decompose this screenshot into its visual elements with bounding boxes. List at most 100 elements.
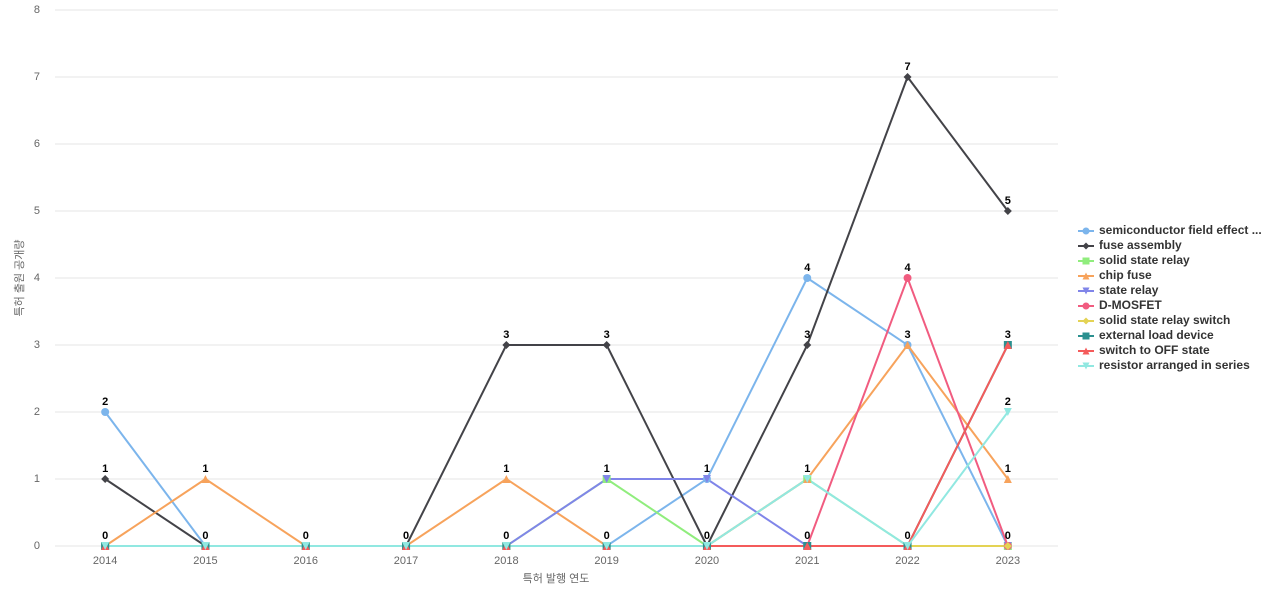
data-label: 1 bbox=[804, 463, 810, 475]
data-point bbox=[803, 341, 812, 349]
data-point bbox=[903, 341, 912, 349]
series-line bbox=[105, 478, 1008, 547]
x-tick-label: 2017 bbox=[394, 555, 418, 567]
data-label: 0 bbox=[904, 530, 910, 542]
legend-label: state relay bbox=[1099, 283, 1159, 297]
legend-label: chip fuse bbox=[1099, 268, 1152, 282]
data-label: 0 bbox=[1005, 530, 1011, 542]
y-tick-label: 6 bbox=[34, 138, 40, 150]
legend-marker bbox=[1082, 242, 1090, 250]
data-point bbox=[502, 542, 511, 550]
data-label: 3 bbox=[503, 329, 509, 341]
series-line bbox=[105, 344, 1009, 547]
legend-marker bbox=[1082, 347, 1090, 355]
data-label: 4 bbox=[804, 262, 811, 274]
data-point bbox=[502, 475, 511, 483]
y-axis-title: 특허 출원 공개량 bbox=[13, 240, 26, 317]
data-label: 1 bbox=[604, 463, 610, 475]
legend-label: resistor arranged in series bbox=[1099, 358, 1250, 372]
data-label: 2 bbox=[102, 396, 108, 408]
x-tick-label: 2014 bbox=[93, 555, 117, 567]
data-point bbox=[803, 274, 812, 282]
series-line bbox=[105, 344, 1009, 547]
data-point bbox=[803, 475, 812, 483]
data-point bbox=[301, 542, 310, 550]
data-point bbox=[803, 542, 812, 550]
data-point bbox=[1003, 542, 1012, 550]
data-point bbox=[903, 73, 912, 81]
legend-label: switch to OFF state bbox=[1099, 343, 1210, 357]
legend-marker bbox=[1082, 302, 1090, 310]
y-tick-label: 2 bbox=[34, 406, 40, 418]
data-point bbox=[502, 341, 511, 349]
series-line bbox=[105, 411, 1009, 548]
legend-label: solid state relay bbox=[1099, 253, 1190, 267]
data-point bbox=[602, 542, 611, 550]
data-label: 2 bbox=[1005, 396, 1011, 408]
x-tick-label: 2016 bbox=[294, 555, 318, 567]
legend-marker bbox=[1082, 257, 1090, 265]
y-tick-label: 5 bbox=[34, 205, 40, 217]
x-tick-label: 2020 bbox=[695, 555, 719, 567]
x-tick-label: 2022 bbox=[895, 555, 919, 567]
data-label: 0 bbox=[704, 530, 710, 542]
data-label: 5 bbox=[1005, 195, 1011, 207]
data-label: 1 bbox=[704, 463, 710, 475]
legend-marker bbox=[1082, 317, 1090, 325]
data-label: 1 bbox=[202, 463, 208, 475]
data-label: 7 bbox=[904, 61, 910, 73]
data-label: 0 bbox=[804, 530, 810, 542]
y-tick-label: 1 bbox=[34, 473, 40, 485]
data-label: 0 bbox=[303, 530, 309, 542]
data-label: 1 bbox=[1005, 463, 1011, 475]
data-label: 0 bbox=[202, 530, 208, 542]
data-point bbox=[101, 408, 110, 416]
y-tick-label: 3 bbox=[34, 339, 40, 351]
legend-marker bbox=[1082, 272, 1090, 280]
legend-label: solid state relay switch bbox=[1099, 313, 1230, 327]
data-point bbox=[602, 341, 611, 349]
data-point bbox=[1003, 341, 1012, 349]
data-label: 0 bbox=[604, 530, 610, 542]
data-point bbox=[101, 475, 110, 483]
y-tick-label: 8 bbox=[34, 4, 40, 16]
data-point bbox=[402, 542, 411, 550]
data-point bbox=[602, 475, 611, 483]
data-point bbox=[201, 475, 210, 483]
series-line bbox=[104, 74, 1009, 549]
data-point bbox=[201, 542, 210, 550]
data-point bbox=[1003, 475, 1012, 483]
data-label: 1 bbox=[102, 463, 108, 475]
data-point bbox=[1003, 408, 1012, 416]
data-label: 3 bbox=[804, 329, 810, 341]
data-label: 3 bbox=[604, 329, 610, 341]
data-label: 0 bbox=[503, 530, 509, 542]
data-label: 3 bbox=[1005, 329, 1011, 341]
legend-marker bbox=[1082, 362, 1090, 370]
data-point bbox=[1003, 207, 1012, 215]
legend-marker bbox=[1082, 332, 1090, 340]
legend-marker bbox=[1082, 287, 1090, 295]
x-tick-label: 2019 bbox=[594, 555, 618, 567]
data-point bbox=[903, 542, 912, 550]
legend-label: external load device bbox=[1099, 328, 1214, 342]
data-label: 4 bbox=[904, 262, 911, 274]
legend-marker bbox=[1082, 227, 1090, 235]
data-point bbox=[903, 274, 912, 282]
legend-label: fuse assembly bbox=[1099, 238, 1182, 252]
data-label: 1 bbox=[503, 463, 509, 475]
data-label: 0 bbox=[102, 530, 108, 542]
data-point bbox=[702, 542, 711, 550]
y-tick-label: 0 bbox=[34, 540, 40, 552]
y-tick-label: 4 bbox=[34, 272, 40, 284]
x-tick-label: 2023 bbox=[996, 555, 1020, 567]
data-label: 0 bbox=[403, 530, 409, 542]
y-tick-label: 7 bbox=[34, 71, 40, 83]
data-point bbox=[101, 542, 110, 550]
legend-label: semiconductor field effect ... bbox=[1099, 223, 1262, 237]
x-tick-label: 2021 bbox=[795, 555, 819, 567]
legend-label: D-MOSFET bbox=[1099, 298, 1162, 312]
data-label: 3 bbox=[904, 329, 910, 341]
series-line bbox=[104, 343, 1009, 547]
